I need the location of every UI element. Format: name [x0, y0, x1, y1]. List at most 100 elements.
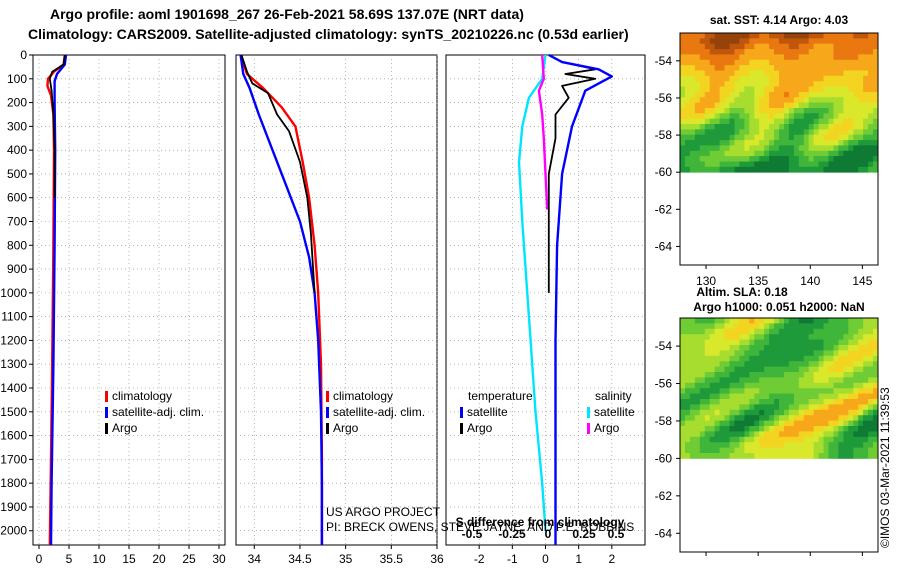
- legend-swatch: [105, 423, 108, 434]
- depth-tick-label: 200: [7, 96, 27, 110]
- depth-tick-label: 1400: [0, 381, 27, 395]
- legend-swatch: [105, 407, 108, 418]
- series-line-salinity-satellite-adj-clim-: [548, 53, 613, 545]
- depth-tick-label: 500: [7, 167, 27, 181]
- salinity-diff-tick-label: 0.5: [608, 527, 625, 541]
- x-tick-label: 30: [212, 552, 226, 566]
- x-tick-label: 0: [36, 552, 43, 566]
- legend-label: Argo: [112, 421, 138, 435]
- sla-map-frame: [679, 317, 879, 553]
- credit-line-1: US ARGO PROJECT: [326, 505, 441, 519]
- legend-label: climatology: [112, 389, 172, 403]
- series-line-salinity-satellite: [537, 54, 549, 210]
- x-tick-label: 35.5: [380, 552, 404, 566]
- series-line-satellite-adj-clim-: [239, 54, 324, 545]
- lat-tick-label: -64: [655, 526, 673, 540]
- sst-heatmap: [680, 33, 879, 173]
- sla-heatmap: [680, 318, 879, 459]
- lat-tick-label: -64: [655, 239, 673, 253]
- depth-tick-label: 1200: [0, 333, 27, 347]
- depth-tick-label: 1700: [0, 452, 27, 466]
- lon-tick-label: 135: [748, 274, 768, 288]
- depth-tick-label: 1900: [0, 500, 27, 514]
- legend-label: satellite-adj. clim.: [333, 405, 425, 419]
- temp-diff-tick-label: 2: [608, 552, 615, 566]
- x-tick-label: 5: [66, 552, 73, 566]
- legend-label: Argo: [594, 421, 620, 435]
- legend-swatch: [326, 407, 329, 418]
- depth-tick-label: 1100: [1, 310, 27, 324]
- temp-diff-tick-label: 0: [542, 552, 549, 566]
- depth-tick-label: 1300: [0, 357, 27, 371]
- lat-tick-label: -60: [655, 451, 673, 465]
- legend-title-temperature: temperature: [468, 389, 533, 403]
- lat-tick-label: -56: [655, 91, 673, 105]
- temp-diff-tick-label: -2: [474, 552, 485, 566]
- temp-diff-tick-label: 1: [575, 552, 582, 566]
- legend-swatch: [460, 407, 463, 418]
- depth-tick-label: 800: [7, 238, 27, 252]
- depth-tick-label: 700: [7, 215, 27, 229]
- depth-tick-label: 1500: [0, 405, 27, 419]
- sst-map-title: sat. SST: 4.14 Argo: 4.03: [710, 13, 849, 27]
- depth-tick-label: 1800: [0, 476, 27, 490]
- lat-tick-label: -54: [655, 339, 673, 353]
- lat-tick-label: -56: [655, 377, 673, 391]
- lon-tick-label: 140: [800, 274, 820, 288]
- series-line-climatology: [239, 54, 324, 545]
- lon-tick-label: 130: [696, 274, 716, 288]
- plot-title-line-2: Climatology: CARS2009. Satellite-adjuste…: [28, 26, 629, 42]
- legend-label: satellite: [467, 405, 508, 419]
- legend-label: satellite: [594, 405, 635, 419]
- panel-frame-salinity: [235, 54, 438, 546]
- depth-tick-label: 100: [7, 72, 27, 86]
- depth-tick-label: 2000: [0, 524, 27, 538]
- depth-tick-label: 400: [7, 143, 27, 157]
- depth-tick-label: 1600: [0, 429, 27, 443]
- lon-tick-label: 145: [852, 274, 872, 288]
- x-tick-label: 25: [182, 552, 196, 566]
- temp-diff-tick-label: -1: [507, 552, 518, 566]
- legend-title-salinity: salinity: [595, 389, 632, 403]
- x-tick-label: 10: [92, 552, 106, 566]
- salinity-diff-tick-label: 0: [545, 527, 552, 541]
- x-tick-label: 15: [122, 552, 136, 566]
- legend-label: Argo: [467, 421, 493, 435]
- depth-tick-label: 0: [20, 48, 27, 62]
- sla-map-title: Altim. SLA: 0.18: [696, 285, 788, 299]
- series-line-temperature-satellite: [517, 54, 547, 531]
- x-tick-label: 35: [339, 552, 353, 566]
- salinity-diff-tick-label: -0.25: [498, 527, 526, 541]
- lat-tick-label: -58: [655, 414, 673, 428]
- lat-tick-label: -58: [655, 128, 673, 142]
- legend-swatch: [587, 407, 590, 418]
- series-line-argo: [48, 54, 66, 198]
- legend-swatch: [105, 391, 108, 402]
- x-tick-label: 20: [152, 552, 166, 566]
- depth-tick-label: 900: [7, 262, 27, 276]
- x-tick-label: 36: [430, 552, 444, 566]
- sla-map-subtitle: Argo h1000: 0.051 h2000: NaN: [693, 300, 864, 314]
- lat-tick-label: -54: [655, 54, 673, 68]
- legend-label: satellite-adj. clim.: [112, 405, 204, 419]
- legend-label: climatology: [333, 389, 393, 403]
- lat-tick-label: -62: [655, 202, 673, 216]
- depth-tick-label: 1000: [0, 286, 27, 300]
- legend-swatch: [326, 423, 329, 434]
- sst-map-frame: [679, 32, 879, 266]
- x-tick-label: 34.5: [288, 552, 312, 566]
- credit-line-2: PI: BRECK OWENS, STEVE JAYNE, AND P.E. R…: [326, 520, 634, 534]
- legend-label: Argo: [333, 421, 359, 435]
- salinity-diff-tick-label: 0.25: [572, 527, 596, 541]
- series-line-argo: [240, 54, 316, 293]
- salinity-diff-axis-label: S difference from climatology: [456, 515, 625, 529]
- legend-swatch: [587, 423, 590, 434]
- depth-tick-label: 300: [7, 119, 27, 133]
- lat-tick-label: -62: [655, 489, 673, 503]
- imos-stamp: ©IMOS 03-Mar-2021 11:39:53: [878, 387, 892, 548]
- legend-swatch: [326, 391, 329, 402]
- series-line-satellite-adj-clim-: [49, 54, 68, 546]
- salinity-diff-tick-label: -0.5: [462, 527, 483, 541]
- plot-title-line-1: Argo profile: aoml 1901698_267 26-Feb-20…: [50, 6, 524, 22]
